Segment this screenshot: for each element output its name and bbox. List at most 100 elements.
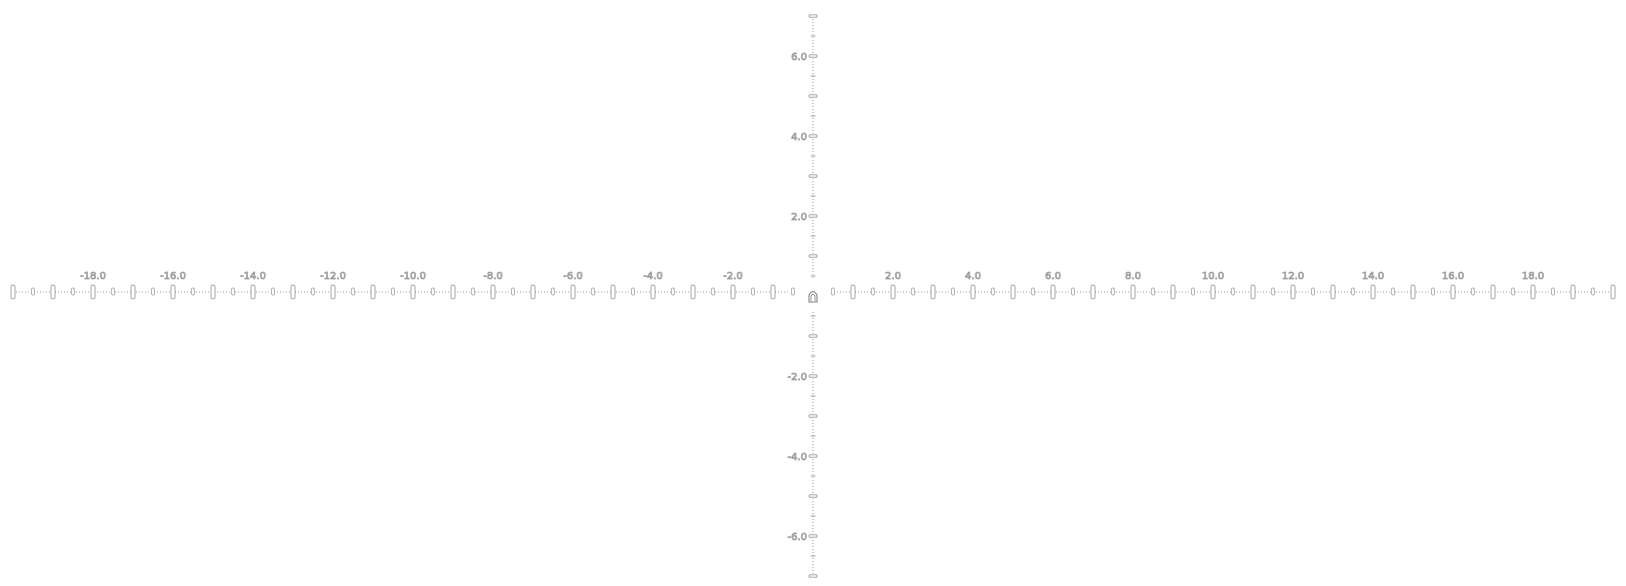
y-major-tick [808, 14, 818, 18]
x-minor-tick [391, 287, 395, 296]
x-minor-tick [911, 287, 915, 296]
x-major-tick [530, 284, 536, 300]
y-tick-label: -2.0 [787, 372, 807, 383]
x-minor-tick [1551, 287, 1555, 296]
x-tick-label: 4.0 [965, 271, 981, 282]
x-major-tick [1050, 284, 1056, 300]
x-major-tick [1090, 284, 1096, 300]
x-major-tick [490, 284, 496, 300]
x-major-tick [90, 284, 96, 300]
x-minor-tick [951, 287, 955, 296]
x-tick-label: 10.0 [1202, 271, 1224, 282]
x-tick-label: -16.0 [160, 271, 186, 282]
x-tick-label: -2.0 [723, 271, 743, 282]
x-major-tick [1450, 284, 1456, 300]
x-major-tick [770, 284, 776, 300]
y-major-tick [808, 254, 818, 258]
x-major-tick [10, 284, 16, 300]
y-tick-label: 2.0 [791, 212, 807, 223]
x-major-tick [1290, 284, 1296, 300]
x-major-tick [330, 284, 336, 300]
x-minor-tick [1191, 287, 1195, 296]
x-major-tick [450, 284, 456, 300]
x-tick-label: 14.0 [1362, 271, 1384, 282]
y-major-tick [808, 454, 818, 458]
x-minor-tick [991, 287, 995, 296]
y-tick-label: -4.0 [787, 452, 807, 463]
y-major-tick [808, 334, 818, 338]
x-major-tick [1490, 284, 1496, 300]
y-tick-label: -6.0 [787, 532, 807, 543]
x-minor-tick [231, 287, 235, 296]
x-minor-tick [1511, 287, 1515, 296]
x-tick-label: -4.0 [643, 271, 663, 282]
x-minor-tick [351, 287, 355, 296]
x-minor-tick [1151, 287, 1155, 296]
x-minor-tick [1391, 287, 1395, 296]
x-minor-tick [1591, 287, 1595, 296]
x-minor-tick [1471, 287, 1475, 296]
x-minor-tick [271, 287, 275, 296]
x-minor-tick [631, 287, 635, 296]
x-major-tick [650, 284, 656, 300]
y-major-tick [808, 54, 818, 58]
x-major-tick [1370, 284, 1376, 300]
x-minor-tick [1231, 287, 1235, 296]
x-minor-tick [1031, 287, 1035, 296]
x-major-tick [610, 284, 616, 300]
x-major-tick [1250, 284, 1256, 300]
x-minor-tick [191, 287, 195, 296]
x-minor-tick [751, 287, 755, 296]
x-tick-label: -8.0 [483, 271, 503, 282]
x-major-tick [1130, 284, 1136, 300]
x-major-tick [970, 284, 976, 300]
y-tick-label: 4.0 [791, 132, 807, 143]
x-major-tick [410, 284, 416, 300]
y-major-tick [808, 494, 818, 498]
y-major-tick [808, 134, 818, 138]
x-tick-label: 6.0 [1045, 271, 1061, 282]
x-major-tick [930, 284, 936, 300]
x-major-tick [130, 284, 136, 300]
x-tick-label: 8.0 [1125, 271, 1141, 282]
x-tick-label: 2.0 [885, 271, 901, 282]
x-tick-label: -6.0 [563, 271, 583, 282]
x-major-tick [1410, 284, 1416, 300]
x-major-tick [570, 284, 576, 300]
y-major-tick [808, 414, 818, 418]
x-major-tick [370, 284, 376, 300]
x-major-tick [210, 284, 216, 300]
x-minor-tick [311, 287, 315, 296]
x-major-tick [890, 284, 896, 300]
x-minor-tick [791, 287, 795, 296]
x-major-tick [50, 284, 56, 300]
x-major-tick [730, 284, 736, 300]
x-minor-tick [471, 287, 475, 296]
x-minor-tick [1351, 287, 1355, 296]
x-minor-tick [551, 287, 555, 296]
x-major-tick [1170, 284, 1176, 300]
x-major-tick [170, 284, 176, 300]
vertical-stadia-scale: 6.0 4.0 2.0 -2.0 -4.0 -6.0 [787, 14, 818, 578]
x-tick-label: 18.0 [1522, 271, 1544, 282]
y-major-tick [808, 174, 818, 178]
y-tick-label: 6.0 [791, 52, 807, 63]
x-tick-label: -12.0 [320, 271, 346, 282]
x-minor-tick [511, 287, 515, 296]
x-major-tick [1610, 284, 1616, 300]
x-tick-label: -10.0 [400, 271, 426, 282]
x-major-tick [290, 284, 296, 300]
x-tick-label: -14.0 [240, 271, 266, 282]
x-major-tick [690, 284, 696, 300]
x-minor-tick [431, 287, 435, 296]
y-major-tick [808, 534, 818, 538]
x-minor-tick [71, 287, 75, 296]
horizontal-stadia-scale: -18.0 -16.0 -14.0 -12.0 -10.0 -8.0 -6.0 -4.0 -2.… [10, 271, 1616, 300]
x-minor-tick [831, 287, 835, 296]
center-marker [808, 291, 818, 303]
x-minor-tick [591, 287, 595, 296]
x-minor-tick [111, 287, 115, 296]
x-minor-tick [151, 287, 155, 296]
x-major-tick [1210, 284, 1216, 300]
